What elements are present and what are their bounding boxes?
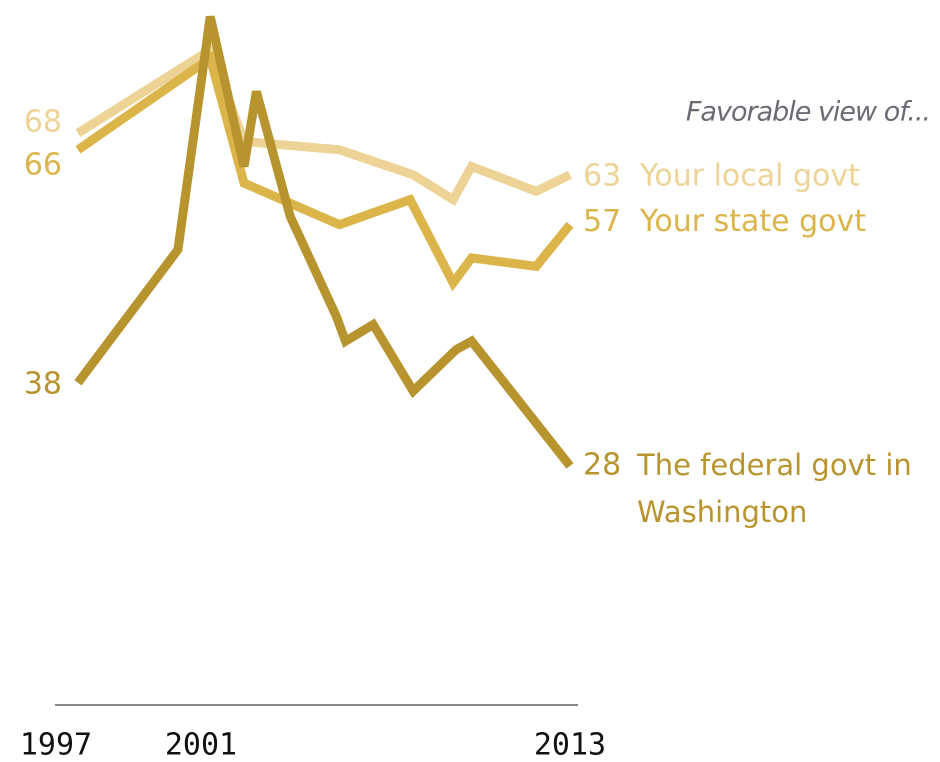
series-name-box: The federal govt in Washington	[637, 448, 912, 529]
start-value-label: 66	[24, 147, 62, 182]
series-name: Your state govt	[639, 204, 866, 239]
end-value-label: 28	[583, 448, 621, 483]
x-tick-label: 1997	[20, 728, 92, 762]
series-line	[74, 15, 574, 469]
start-value-label: 38	[24, 366, 62, 401]
x-tick-label: 2001	[165, 728, 237, 762]
start-value-label: 68	[24, 105, 62, 140]
series-line	[75, 43, 572, 207]
series-name: The federal govt in Washington	[637, 448, 912, 529]
x-tick-label: 2013	[534, 728, 606, 762]
end-value-label: 63	[583, 158, 621, 193]
annotation: Favorable view of...	[686, 97, 930, 128]
series-name: Your local govt	[639, 158, 860, 193]
series-line	[75, 50, 574, 292]
end-value-label: 57	[583, 204, 621, 239]
